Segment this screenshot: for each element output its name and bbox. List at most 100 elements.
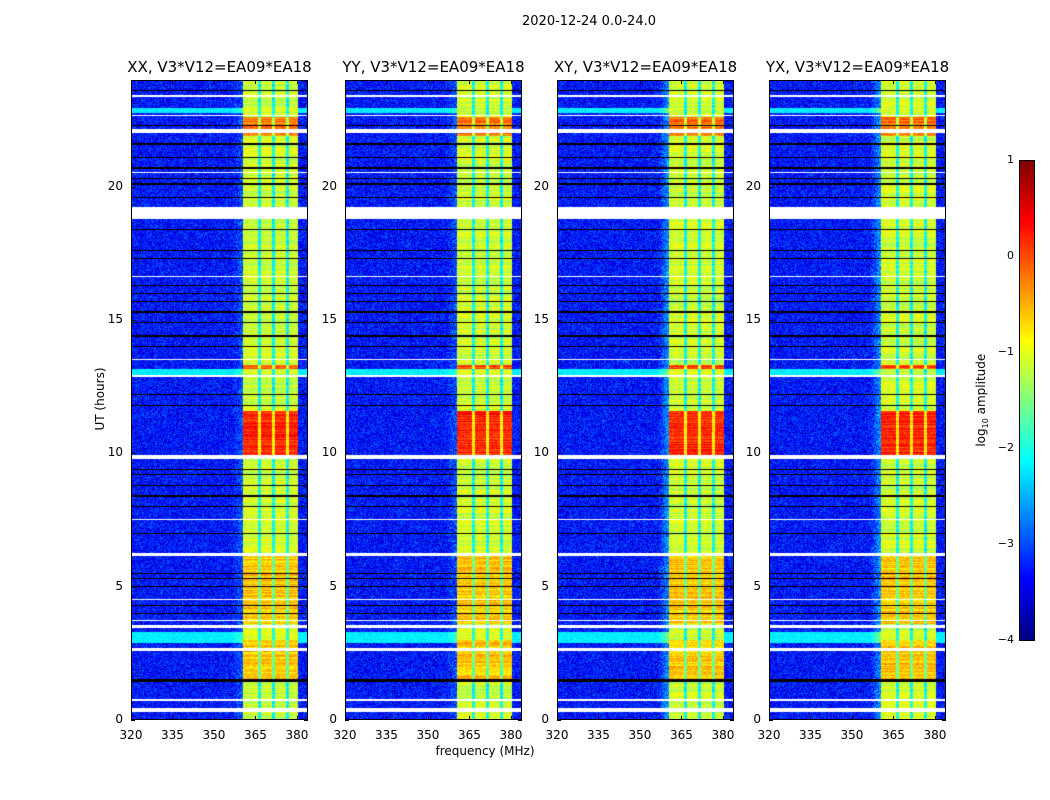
- x-tick-mark: [386, 716, 388, 720]
- y-tick-mark: [557, 586, 561, 588]
- x-tick-mark: [810, 80, 812, 84]
- spectrogram-heatmap: [345, 80, 522, 720]
- spectrogram-heatmap: [769, 80, 946, 720]
- y-tick-mark: [345, 586, 349, 588]
- y-tick-mark: [345, 720, 349, 721]
- y-tick-mark: [557, 720, 561, 721]
- y-tick-mark: [769, 453, 773, 455]
- y-tick-mark: [769, 720, 773, 721]
- panel-title: XY, V3*V12=EA09*EA18: [553, 58, 738, 76]
- x-tick-label: 380: [711, 728, 735, 742]
- x-tick-mark: [131, 80, 132, 84]
- x-tick-label: 320: [119, 728, 143, 742]
- y-tick-mark: [131, 720, 135, 721]
- y-tick-label: 5: [115, 578, 123, 593]
- x-tick-mark: [557, 716, 558, 720]
- colorbar-tick-label: −1: [997, 345, 1014, 358]
- y-tick-mark: [518, 320, 522, 321]
- y-tick-label: 5: [541, 578, 549, 593]
- y-tick-label: 20: [745, 178, 761, 193]
- panel-1: YY, V3*V12=EA09*EA18 320 335 350 365 380 0 5 10 1…: [322, 58, 525, 742]
- spectrogram-heatmap: [131, 80, 308, 720]
- x-tick-mark: [722, 716, 724, 720]
- plot-frame: [557, 80, 734, 720]
- x-tick-mark: [345, 716, 346, 720]
- y-tick-label: 0: [753, 712, 761, 726]
- x-tick-mark: [427, 716, 429, 720]
- y-tick-mark: [942, 720, 946, 721]
- y-tick-label: 0: [329, 712, 337, 726]
- x-tick-mark: [893, 80, 895, 84]
- y-tick-mark: [304, 720, 308, 721]
- x-tick-mark: [345, 80, 346, 84]
- y-tick-mark: [131, 453, 135, 455]
- x-tick-mark: [172, 80, 174, 84]
- y-tick-label: 0: [541, 712, 549, 726]
- y-tick-label: 10: [107, 445, 123, 460]
- y-tick-mark: [304, 320, 308, 321]
- x-tick-mark: [769, 80, 770, 84]
- panel-0: XX, V3*V12=EA09*EA18 320 335 350 365 380 0 5 10 1…: [108, 58, 312, 742]
- x-tick-label: 380: [923, 728, 947, 742]
- y-tick-mark: [345, 453, 349, 455]
- y-tick-label: 15: [321, 312, 337, 326]
- x-tick-mark: [255, 80, 257, 84]
- x-tick-mark: [681, 716, 683, 720]
- y-tick-mark: [942, 453, 946, 455]
- x-tick-label: 350: [416, 728, 440, 742]
- panel-title: XX, V3*V12=EA09*EA18: [127, 58, 312, 76]
- y-tick-mark: [345, 186, 349, 188]
- x-axis-label: frequency (MHz): [435, 744, 535, 758]
- x-tick-label: 365: [458, 728, 481, 742]
- y-tick-mark: [131, 186, 135, 188]
- y-tick-mark: [557, 320, 561, 321]
- spectrogram-heatmap: [557, 80, 734, 720]
- x-tick-mark: [427, 80, 429, 84]
- x-tick-mark: [510, 716, 512, 720]
- y-tick-mark: [730, 586, 734, 588]
- x-tick-label: 350: [628, 728, 652, 742]
- x-tick-mark: [469, 80, 471, 84]
- x-tick-label: 365: [670, 728, 693, 742]
- x-tick-mark: [934, 716, 936, 720]
- x-tick-mark: [255, 716, 257, 720]
- x-tick-mark: [851, 716, 853, 720]
- y-tick-mark: [942, 586, 946, 588]
- y-tick-label: 15: [107, 312, 123, 326]
- x-tick-mark: [296, 716, 298, 720]
- x-tick-label: 320: [333, 728, 357, 742]
- x-tick-mark: [810, 716, 812, 720]
- y-tick-label: 20: [533, 178, 549, 193]
- x-tick-label: 365: [244, 728, 267, 742]
- x-tick-label: 350: [202, 728, 226, 742]
- x-tick-mark: [386, 80, 388, 84]
- x-tick-label: 335: [587, 728, 610, 742]
- x-tick-label: 320: [757, 728, 781, 742]
- y-tick-mark: [769, 320, 773, 321]
- plot-frame: [345, 80, 522, 720]
- x-tick-mark: [213, 716, 215, 720]
- panel-title: YY, V3*V12=EA09*EA18: [342, 58, 525, 76]
- panel-title: YX, V3*V12=EA09*EA18: [765, 58, 950, 76]
- x-tick-mark: [681, 80, 683, 84]
- x-tick-label: 335: [799, 728, 822, 742]
- colorbar-tick-label: −2: [997, 441, 1014, 454]
- y-tick-mark: [769, 186, 773, 188]
- y-tick-label: 10: [533, 445, 549, 460]
- y-tick-mark: [730, 453, 734, 455]
- y-tick-mark: [518, 186, 522, 188]
- x-tick-mark: [172, 716, 174, 720]
- x-tick-label: 380: [285, 728, 309, 742]
- x-tick-label: 350: [840, 728, 864, 742]
- x-tick-label: 335: [161, 728, 184, 742]
- y-tick-mark: [304, 586, 308, 588]
- panel-2: XY, V3*V12=EA09*EA18 320 335 350 365 380 0 5 10 1…: [534, 58, 737, 742]
- y-tick-mark: [131, 320, 135, 321]
- y-tick-mark: [769, 586, 773, 588]
- y-tick-mark: [730, 320, 734, 321]
- y-tick-label: 10: [745, 445, 761, 460]
- y-tick-mark: [942, 320, 946, 321]
- y-tick-mark: [518, 586, 522, 588]
- colorbar-label: log10 amplitude: [973, 353, 991, 447]
- y-axis-label: UT (hours): [93, 367, 107, 431]
